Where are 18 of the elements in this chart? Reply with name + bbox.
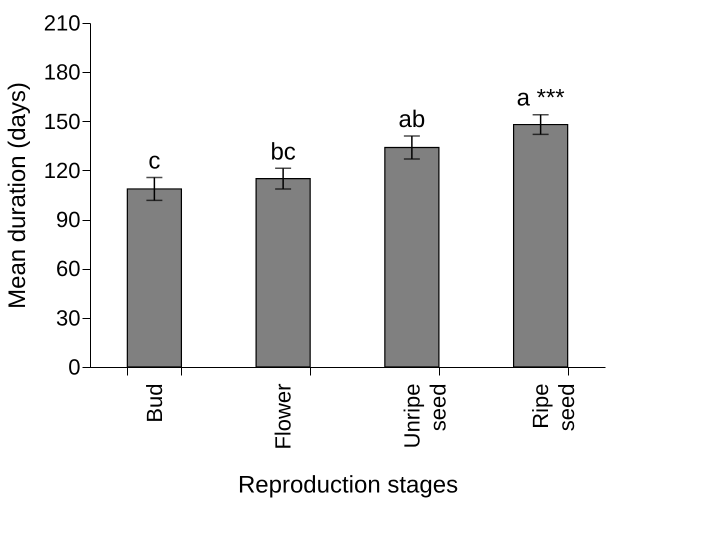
x-tick-label: Ripe seed — [528, 384, 580, 432]
y-tick-label: 0 — [68, 354, 80, 380]
y-tick-label: 210 — [44, 10, 80, 36]
annotation: bc — [270, 138, 296, 166]
y-tick-label: 30 — [56, 305, 80, 330]
x-axis-title: Reproduction stages — [238, 472, 458, 499]
x-tick-label: Unripe seed — [399, 384, 450, 448]
x-tick-label: Bud — [142, 384, 167, 423]
y-tick-label: 180 — [44, 60, 80, 85]
y-tick-label: 90 — [56, 207, 80, 232]
y-tick-label: 150 — [44, 108, 80, 134]
y-tick-label: 60 — [56, 256, 80, 282]
annotation: c — [148, 147, 160, 174]
y-tick-label: 120 — [44, 158, 80, 183]
x-tick-label: Flower — [270, 384, 296, 450]
annotation: a *** — [516, 84, 565, 112]
annotation: ab — [398, 106, 426, 134]
y-axis-title: Mean duration (days) — [4, 82, 31, 309]
